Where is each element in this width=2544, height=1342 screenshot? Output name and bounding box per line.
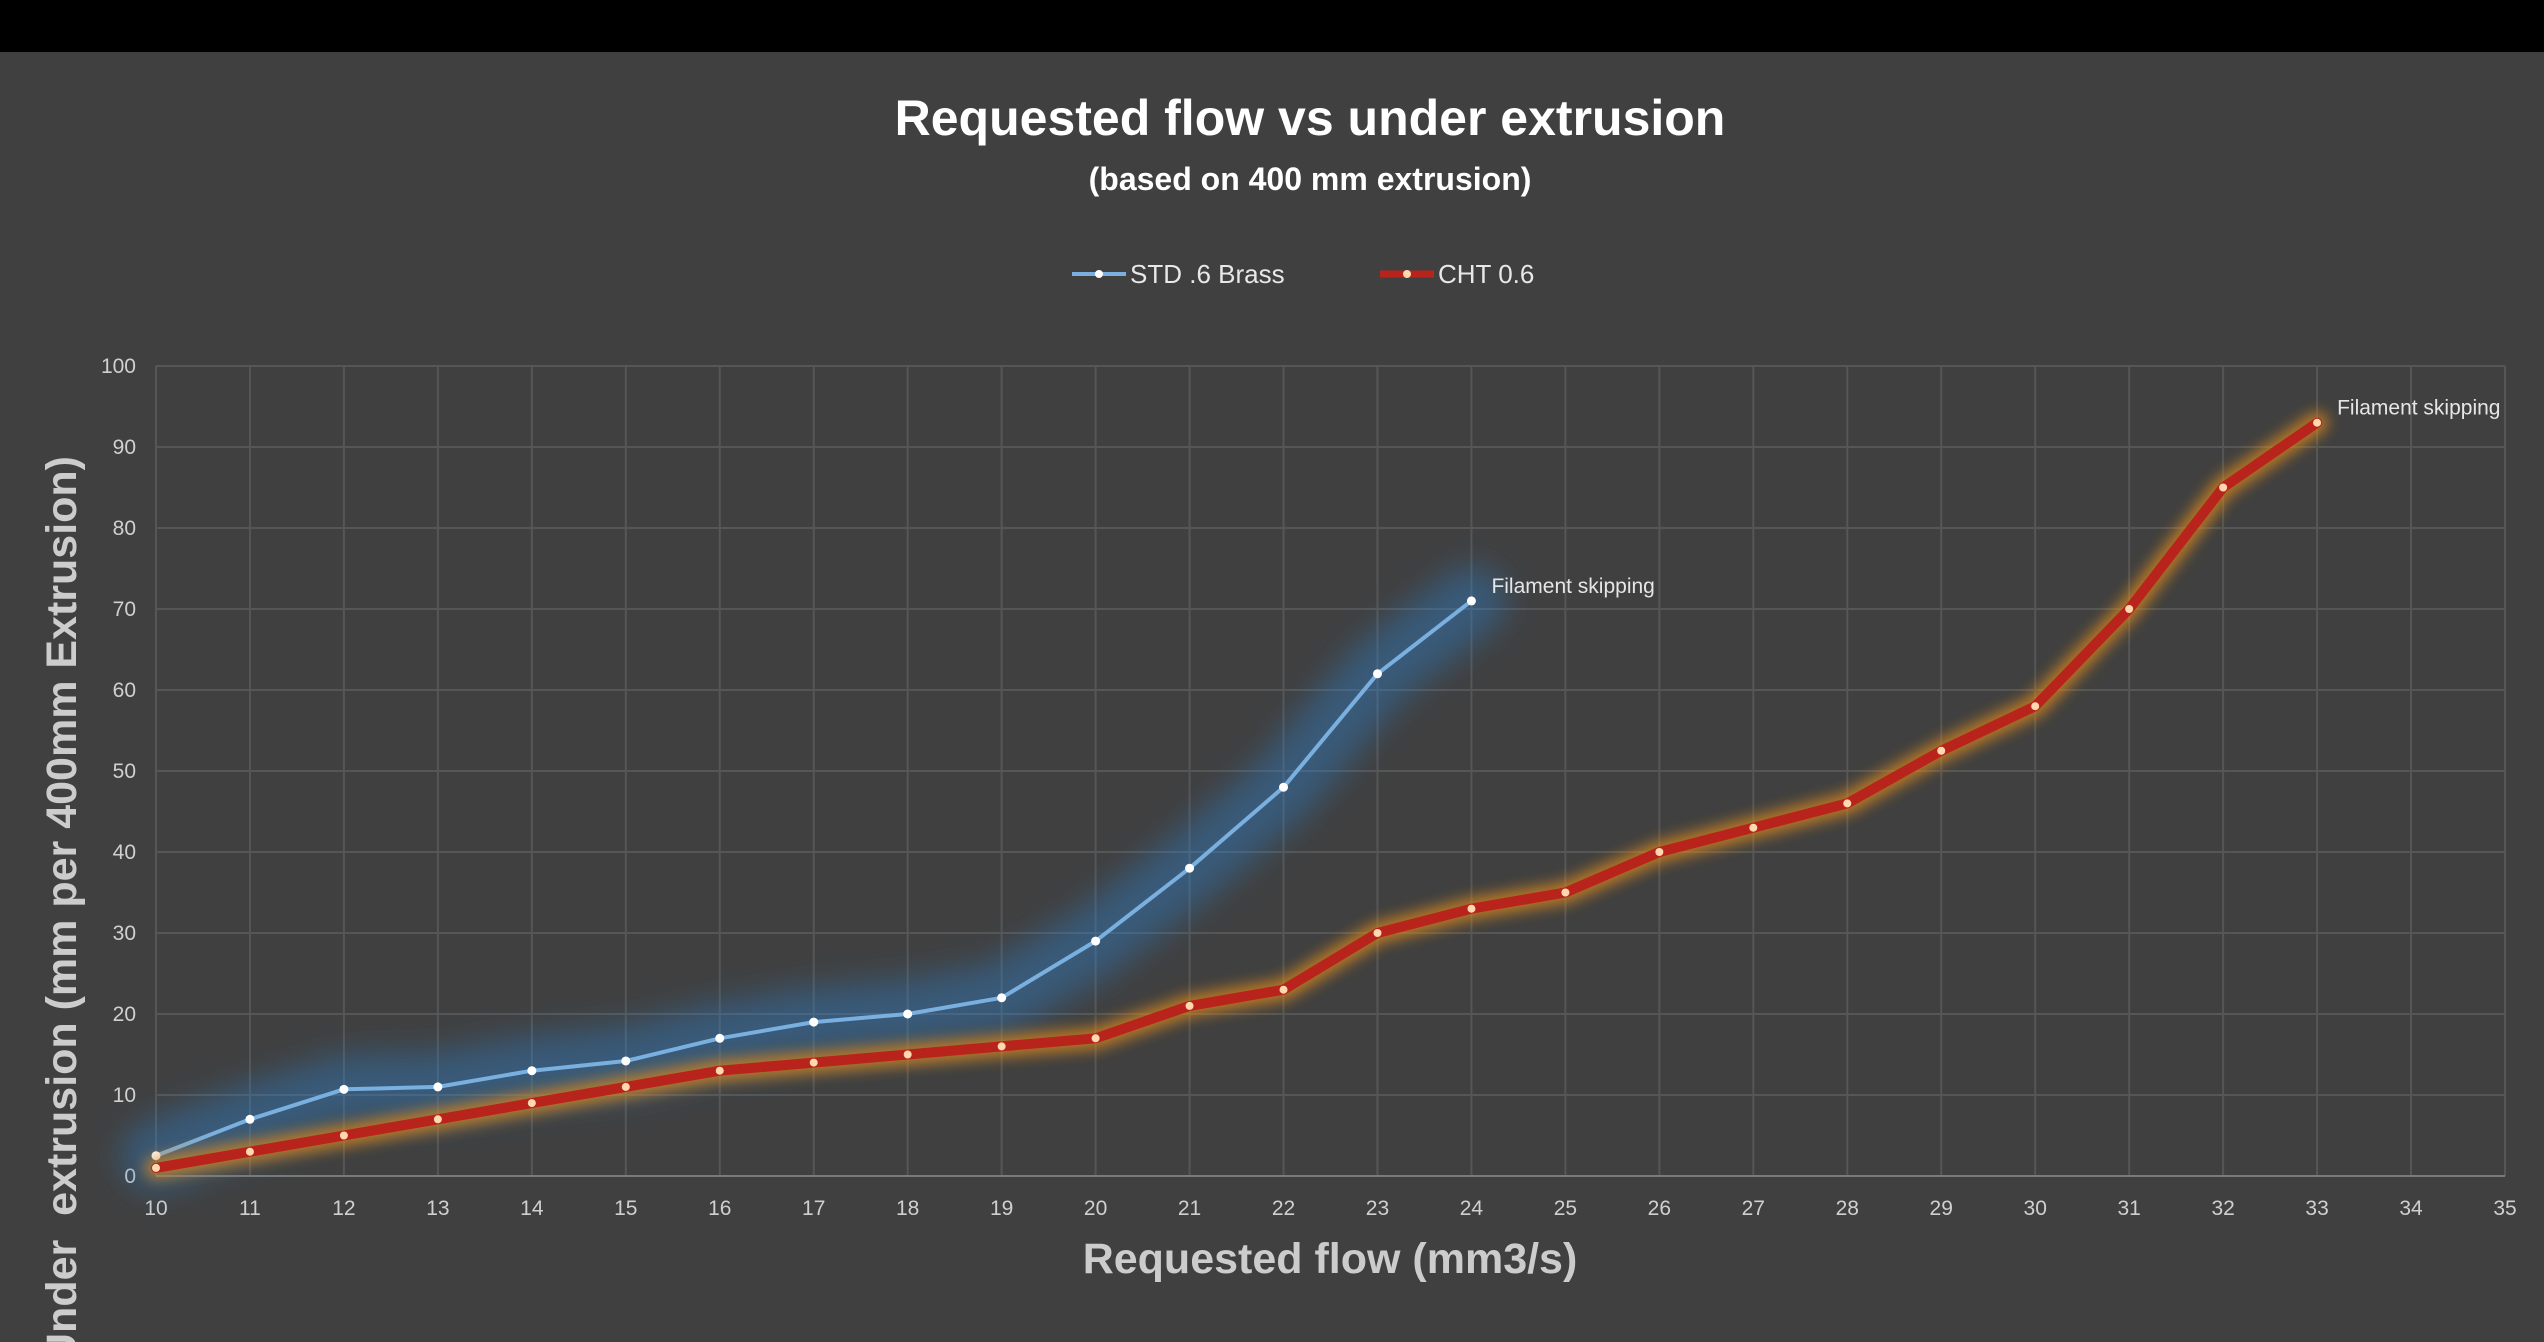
data-point: [152, 1163, 160, 1172]
series-0: [121, 565, 1507, 1191]
data-point: [809, 1058, 818, 1067]
y-tick-label: 100: [101, 355, 136, 378]
x-tick-label: 10: [144, 1197, 167, 1220]
y-tick-label: 70: [113, 598, 136, 621]
x-tick-label: 30: [2024, 1197, 2047, 1220]
legend-marker: [1403, 270, 1411, 278]
legend: STD .6 Brass CHT 0.6: [1072, 259, 1534, 289]
data-point: [527, 1066, 537, 1076]
annotation-label: Filament skipping: [2337, 397, 2500, 420]
x-tick-label: 26: [1648, 1197, 1671, 1220]
data-point: [2313, 418, 2322, 427]
legend-label: STD .6 Brass: [1130, 259, 1285, 289]
x-axis-title: Requested flow (mm3/s): [1083, 1235, 1578, 1283]
data-point: [715, 1033, 725, 1043]
legend-label: CHT 0.6: [1438, 259, 1534, 289]
x-tick-label: 32: [2211, 1197, 2234, 1220]
y-tick-label: 30: [113, 922, 136, 945]
data-point: [1466, 596, 1476, 606]
data-point: [1372, 669, 1382, 679]
data-point: [1843, 799, 1852, 808]
data-point: [433, 1082, 443, 1092]
x-tick-label: 18: [896, 1197, 919, 1220]
data-point: [527, 1099, 536, 1108]
data-point: [1655, 848, 1664, 856]
legend-marker: [1095, 270, 1103, 278]
y-tick-label: 60: [113, 679, 136, 702]
data-point: [1279, 782, 1289, 792]
data-point: [809, 1017, 819, 1027]
data-point: [245, 1114, 255, 1124]
data-point: [1279, 985, 1288, 994]
y-tick-label: 10: [113, 1084, 136, 1107]
data-point: [1749, 823, 1758, 832]
data-point: [621, 1056, 631, 1066]
x-tick-label: 33: [2305, 1197, 2328, 1220]
data-point: [997, 993, 1007, 1003]
data-point: [621, 1082, 630, 1091]
x-tick-label: 12: [332, 1197, 355, 1220]
data-point: [715, 1066, 724, 1075]
x-tick-label: 25: [1554, 1197, 1577, 1220]
y-tick-label: 90: [113, 436, 136, 459]
data-point: [1467, 904, 1476, 913]
x-tick-label: 31: [2117, 1197, 2140, 1220]
y-tick-label: 40: [113, 841, 136, 864]
legend-item-0: STD .6 Brass: [1072, 259, 1285, 289]
x-tick-label: 27: [1742, 1197, 1765, 1220]
x-tick-label: 11: [239, 1197, 261, 1220]
x-tick-label: 23: [1366, 1197, 1389, 1220]
y-tick-label: 50: [113, 760, 136, 783]
y-tick-label: 20: [113, 1003, 136, 1026]
chart-title: Requested flow vs under extrusion: [895, 90, 1726, 146]
data-point: [1091, 1034, 1100, 1043]
x-tick-label: 20: [1084, 1197, 1107, 1220]
axes: 10 11 12 13 14 15 16 17 18 19 20 21 22 23 24 25 26 27 28 29…: [101, 355, 2517, 1220]
x-tick-label: 19: [990, 1197, 1013, 1220]
x-tick-label: 14: [520, 1197, 544, 1220]
data-point: [1185, 863, 1195, 873]
data-point: [433, 1115, 442, 1124]
data-point: [1937, 746, 1946, 755]
annotation-label: Filament skipping: [1491, 575, 1654, 598]
series-1: [145, 411, 2329, 1179]
x-tick-label: 16: [708, 1197, 731, 1220]
series-group: [121, 411, 2329, 1191]
legend-item-1: CHT 0.6: [1380, 259, 1534, 289]
data-point: [339, 1084, 349, 1094]
y-axis-title: Under extrusion (mm per 400mm Extrusion): [38, 456, 86, 1342]
data-point: [1373, 929, 1382, 937]
y-tick-label: 80: [113, 517, 136, 540]
chart-subtitle: (based on 400 mm extrusion): [1089, 161, 1532, 197]
x-tick-label: 21: [1178, 1197, 1201, 1220]
chart-text: Requested flow vs under extrusion (based…: [38, 90, 2500, 1342]
data-point: [2219, 483, 2228, 492]
x-tick-label: 13: [426, 1197, 449, 1220]
x-tick-label: 28: [1836, 1197, 1859, 1220]
x-tick-label: 29: [1930, 1197, 1953, 1220]
data-point: [997, 1042, 1006, 1051]
data-point: [2125, 605, 2134, 613]
data-point: [1185, 1001, 1194, 1010]
data-point: [1561, 888, 1570, 897]
line-chart: 10 11 12 13 14 15 16 17 18 19 20 21 22 23 24 25 26 27 28 29…: [38, 90, 2517, 1342]
x-tick-label: 15: [614, 1197, 637, 1220]
x-tick-label: 24: [1460, 1197, 1484, 1220]
chart-panel: 10 11 12 13 14 15 16 17 18 19 20 21 22 23 24 25 26 27 28 29…: [0, 52, 2544, 1342]
x-tick-label: 35: [2493, 1197, 2516, 1220]
x-tick-label: 17: [802, 1197, 825, 1220]
data-point: [339, 1131, 348, 1140]
data-point: [903, 1009, 913, 1019]
data-point: [903, 1050, 912, 1059]
data-point: [245, 1147, 254, 1156]
data-point: [2031, 702, 2040, 711]
data-point: [1091, 936, 1101, 946]
series-line: [151, 417, 2323, 1173]
x-tick-label: 34: [2399, 1197, 2423, 1220]
x-tick-label: 22: [1272, 1197, 1295, 1220]
